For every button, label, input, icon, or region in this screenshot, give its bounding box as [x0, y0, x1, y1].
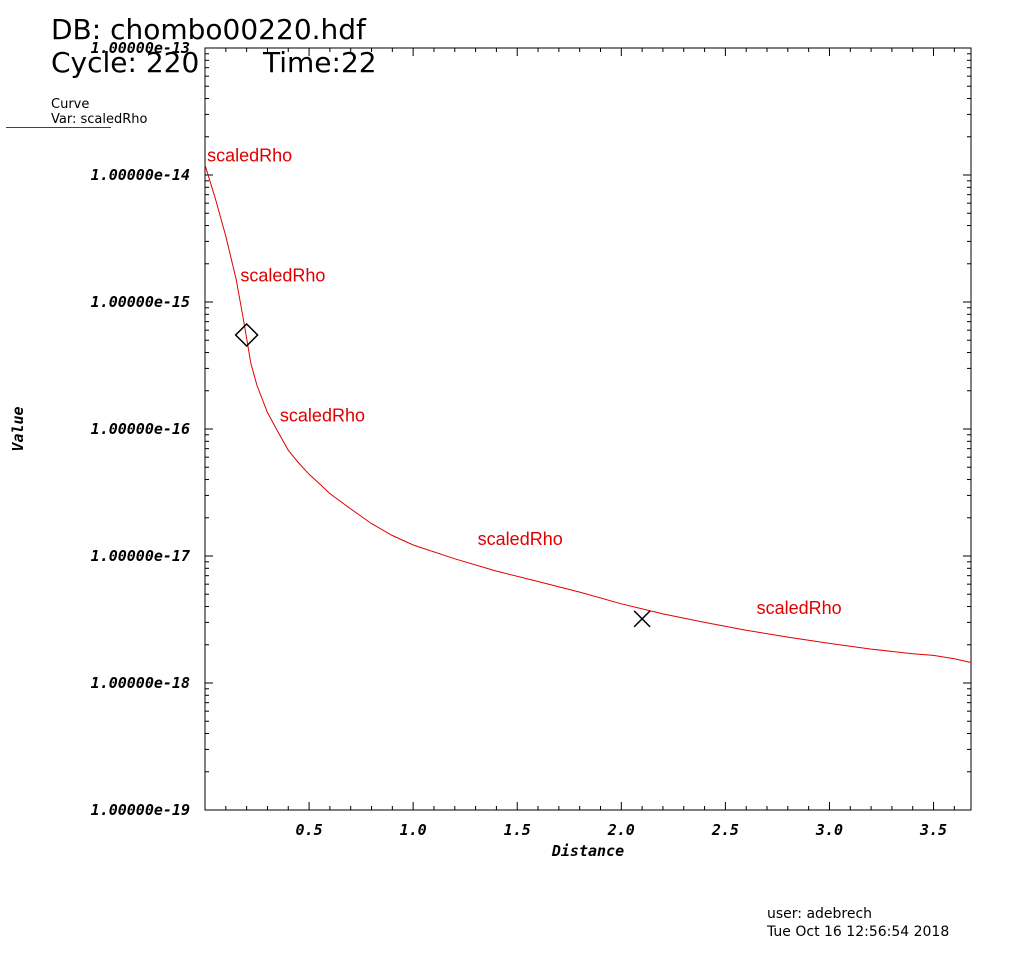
plot-frame [204, 47, 972, 811]
x-axis-title: Distance [551, 842, 624, 860]
series-line-scaledRho [204, 164, 972, 663]
series-group [204, 164, 972, 663]
y-axis-title: Value [9, 406, 27, 451]
legend-line-swatch [6, 127, 111, 128]
y-tick-label: 1.00000e-16 [91, 420, 190, 438]
curve-label: scaledRho [240, 266, 325, 286]
db-title: DB: chombo00220.hdf [51, 13, 366, 46]
y-tick-label: 1.00000e-17 [91, 547, 190, 565]
x-tick-label: 3.5 [919, 821, 947, 839]
time-label: Time:22 [263, 46, 377, 79]
legend-title: Curve [51, 97, 90, 112]
x-tick-label: 0.5 [296, 821, 323, 839]
diamond-marker[interactable] [234, 322, 259, 348]
pick-markers[interactable] [234, 322, 651, 628]
curve-label: scaledRho [207, 145, 292, 165]
date-label: Tue Oct 16 12:56:54 2018 [767, 924, 950, 940]
cycle-label: Cycle: 220 [51, 46, 200, 79]
x-marker-stroke [633, 610, 651, 628]
y-tick-label: 1.00000e-18 [91, 674, 190, 692]
curve-labels: scaledRho scaledRho scaledRho scaledRho scal… [207, 145, 842, 618]
x-tick-label: 3.0 [815, 821, 843, 839]
user-label: user: adebrech [767, 906, 873, 922]
y-tick-label: 1.00000e-14 [91, 166, 190, 184]
y-tick-label: 1.00000e-13 [91, 39, 190, 57]
curve-label: scaledRho [478, 529, 563, 549]
y-tick-labels: 1.00000e-13 1.00000e-14 1.00000e-15 1.00000… [91, 39, 190, 819]
axis-ticks [205, 47, 971, 811]
x-tick-label: 2.0 [607, 821, 635, 839]
x-tick-labels: 0.5 1.0 1.5 2.0 2.5 3.0 3.5 [296, 821, 948, 839]
curve-label: scaledRho [757, 598, 842, 618]
y-tick-label: 1.00000e-19 [91, 801, 190, 819]
x-marker[interactable] [633, 610, 651, 628]
x-tick-label: 1.5 [504, 821, 531, 839]
x-tick-label: 2.5 [711, 821, 739, 839]
curve-label: scaledRho [280, 405, 365, 425]
y-tick-label: 1.00000e-15 [91, 293, 190, 311]
x-tick-label: 1.0 [400, 821, 427, 839]
legend-var: Var: scaledRho [51, 112, 148, 127]
